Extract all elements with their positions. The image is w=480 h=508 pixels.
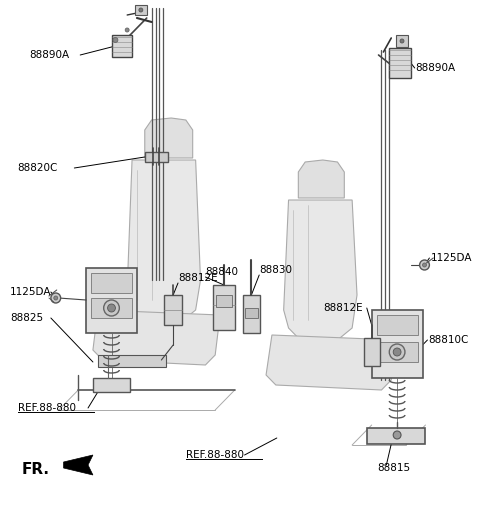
Text: REF.88-880: REF.88-880 — [18, 403, 76, 413]
Polygon shape — [63, 455, 93, 475]
Bar — [364, 338, 380, 366]
Text: 88820C: 88820C — [18, 163, 58, 173]
Bar — [93, 378, 130, 392]
Bar — [367, 428, 425, 444]
Polygon shape — [299, 160, 344, 198]
Text: 1125DA: 1125DA — [431, 253, 472, 263]
Circle shape — [54, 296, 58, 300]
Polygon shape — [127, 160, 201, 322]
Circle shape — [400, 39, 404, 43]
Bar — [98, 355, 166, 367]
Text: 88815: 88815 — [378, 463, 411, 473]
Bar — [372, 310, 422, 378]
Circle shape — [393, 431, 401, 439]
Circle shape — [139, 8, 143, 12]
Bar — [389, 48, 411, 78]
Circle shape — [422, 263, 426, 267]
Circle shape — [104, 300, 120, 316]
Bar — [396, 35, 408, 47]
Text: 88825: 88825 — [10, 313, 43, 323]
Text: 88890A: 88890A — [416, 63, 456, 73]
Bar — [164, 295, 182, 325]
Circle shape — [393, 348, 401, 356]
Polygon shape — [266, 335, 396, 390]
Text: REF.88-880: REF.88-880 — [186, 450, 244, 460]
Bar — [91, 298, 132, 318]
Text: 88810C: 88810C — [429, 335, 469, 345]
Text: 88812E: 88812E — [178, 273, 217, 283]
Bar — [91, 273, 132, 293]
Bar — [145, 152, 168, 162]
Text: 88830: 88830 — [259, 265, 292, 275]
Circle shape — [398, 43, 404, 48]
Bar — [213, 285, 235, 330]
Circle shape — [125, 28, 129, 32]
Polygon shape — [284, 200, 357, 340]
Bar — [244, 308, 258, 318]
Bar — [377, 315, 418, 335]
Text: 1125DA: 1125DA — [10, 287, 51, 297]
Circle shape — [389, 344, 405, 360]
Bar — [112, 35, 132, 57]
Bar — [377, 342, 418, 362]
Polygon shape — [145, 118, 192, 158]
Text: 88812E: 88812E — [323, 303, 362, 313]
Bar — [216, 295, 232, 307]
Bar — [86, 268, 137, 333]
Circle shape — [420, 260, 430, 270]
Bar — [242, 295, 260, 333]
Text: FR.: FR. — [22, 462, 49, 478]
Circle shape — [51, 293, 60, 303]
Circle shape — [108, 304, 115, 312]
Bar — [135, 5, 147, 15]
Text: 88840: 88840 — [205, 267, 239, 277]
Circle shape — [113, 38, 118, 43]
Polygon shape — [93, 310, 220, 365]
Text: 88890A: 88890A — [29, 50, 70, 60]
